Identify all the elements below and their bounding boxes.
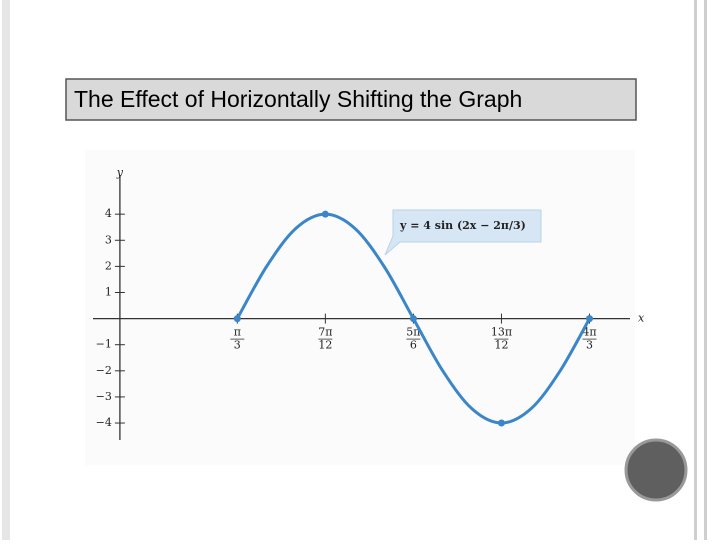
denominator: 3 [586,339,593,352]
y-tick-label: −2 [96,364,112,377]
key-point [586,315,594,323]
numerator: 5π [406,326,420,339]
key-point [497,419,505,427]
x-tick-label: 5π 6 [406,326,420,352]
y-tick-label: 2 [105,259,112,272]
denominator: 6 [410,339,417,352]
title-box [65,78,637,121]
x-tick-label: 7π 12 [318,326,332,352]
y-tick-label: 3 [105,233,112,246]
x-axis-label: x [638,312,645,325]
right-border [704,0,707,540]
annotation: y = 4 sin (2x − 2π/3) [399,219,526,232]
y-axis-label: y [116,166,124,179]
numerator: π [234,326,241,339]
y-tick-label: −4 [96,416,112,429]
y-tick-label: −1 [96,338,112,351]
key-point [409,315,417,323]
denominator: 12 [318,339,332,352]
annotation-box [384,209,542,256]
x-tick-label: 4π 3 [582,326,596,352]
slide-title: The Effect of Horizontally Shifting the … [74,86,522,112]
denominator: 12 [494,339,508,352]
y-tick-label: −3 [96,390,112,403]
numerator: 7π [318,326,332,339]
key-point [321,210,329,218]
y-tick-label: 4 [105,207,112,220]
decor-circle [624,438,688,502]
chart-area [85,150,635,465]
x-tick-label: 13π 12 [491,326,512,352]
key-point [233,315,241,323]
numerator: 4π [582,326,596,339]
denominator: 3 [234,339,241,352]
left-border [2,0,10,540]
y-tick-label: 1 [105,285,112,298]
numerator: 13π [491,326,512,339]
right-border [694,0,697,540]
